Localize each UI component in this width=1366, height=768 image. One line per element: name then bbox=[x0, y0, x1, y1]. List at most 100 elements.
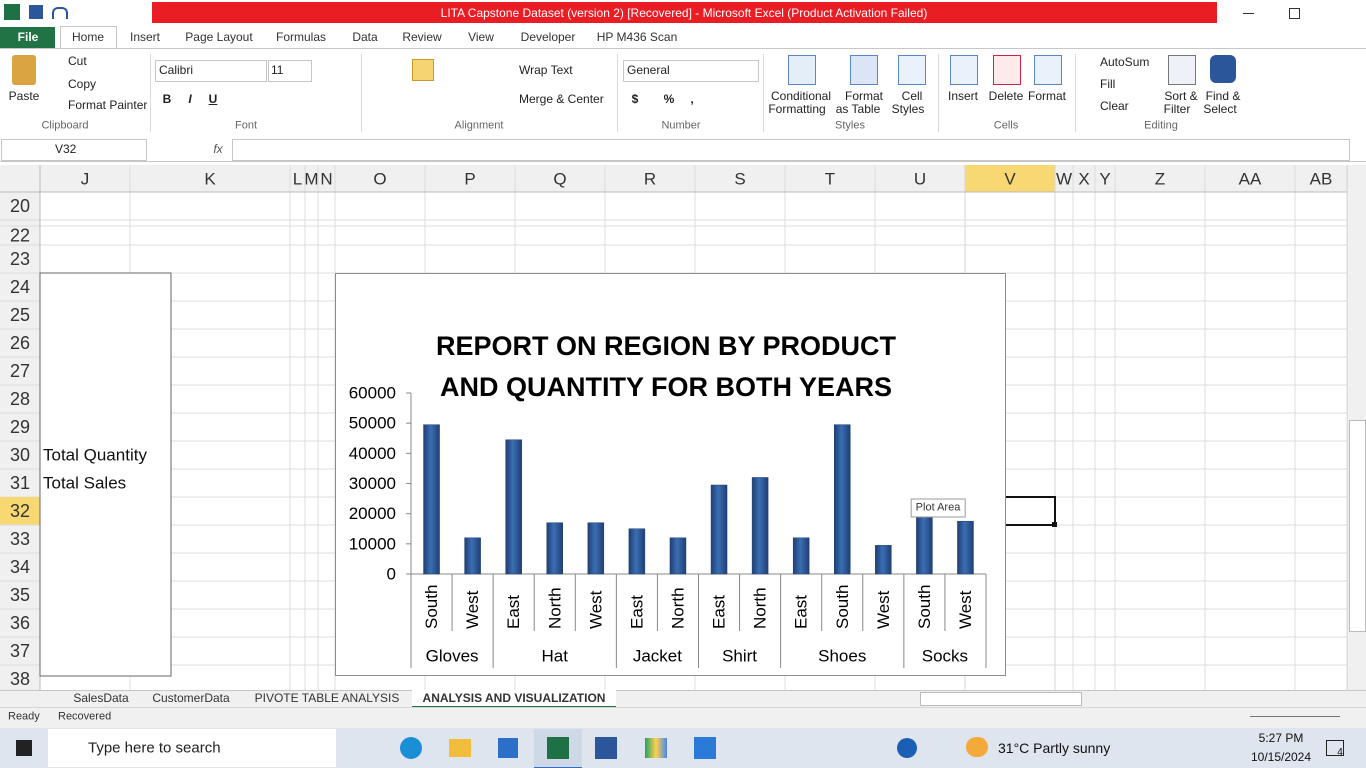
menu-tab[interactable]: Review bbox=[402, 30, 442, 44]
ribbon-button[interactable]: Insert bbox=[947, 89, 979, 103]
ribbon-button[interactable]: Merge & Center bbox=[519, 92, 604, 106]
table-icon[interactable] bbox=[850, 55, 878, 85]
ribbon-button[interactable]: Delete bbox=[988, 89, 1024, 103]
ribbon-button[interactable]: Select bbox=[1203, 102, 1237, 116]
menu-tab[interactable]: File bbox=[17, 30, 39, 44]
horizontal-scrollbar[interactable] bbox=[920, 692, 1082, 706]
search-placeholder[interactable]: Type here to search bbox=[88, 739, 221, 757]
column-header: X bbox=[1078, 170, 1089, 189]
ribbon-button[interactable]: Clear bbox=[1100, 99, 1129, 113]
restore-button[interactable] bbox=[1289, 8, 1300, 19]
notification-icon[interactable] bbox=[1326, 740, 1344, 756]
menu-tab[interactable]: Insert bbox=[129, 30, 161, 44]
column-header: Y bbox=[1099, 170, 1110, 189]
sheet-tab[interactable]: SalesData bbox=[73, 691, 129, 705]
status-bar bbox=[0, 707, 1366, 729]
explorer-icon[interactable] bbox=[449, 739, 471, 757]
menu-tab[interactable]: View bbox=[468, 30, 494, 44]
row-header: 28 bbox=[10, 389, 30, 409]
font-name-box[interactable] bbox=[155, 60, 267, 82]
ribbon-button[interactable]: I bbox=[188, 92, 192, 106]
photos-icon[interactable] bbox=[694, 737, 716, 759]
ribbon-button[interactable]: Conditional bbox=[770, 89, 832, 103]
scroll-thumb[interactable] bbox=[1349, 420, 1366, 632]
ribbon-button[interactable]: , bbox=[690, 92, 694, 106]
ribbon-button[interactable]: Wrap Text bbox=[519, 63, 573, 77]
ribbon-button[interactable]: Cell bbox=[901, 89, 923, 103]
store-icon[interactable] bbox=[498, 738, 518, 758]
undo-icon[interactable] bbox=[52, 7, 68, 19]
sort-icon[interactable] bbox=[1168, 55, 1196, 85]
ribbon-button[interactable]: Copy bbox=[68, 77, 97, 91]
ribbon-button[interactable]: B bbox=[162, 92, 172, 106]
ribbon-button[interactable]: $ bbox=[631, 92, 639, 106]
group-label: Cells bbox=[993, 119, 1019, 132]
zoom-slider[interactable] bbox=[1250, 716, 1340, 717]
menu-tab[interactable]: HP M436 Scan bbox=[596, 30, 678, 44]
excel-app-icon[interactable] bbox=[547, 737, 569, 759]
sheet-tab[interactable]: CustomerData bbox=[152, 691, 230, 705]
font-size-box[interactable] bbox=[268, 60, 312, 82]
ribbon-button[interactable]: Styles bbox=[891, 102, 925, 116]
paste-icon[interactable] bbox=[12, 55, 36, 85]
word-icon[interactable] bbox=[595, 737, 617, 759]
ribbon-button[interactable]: General bbox=[627, 63, 670, 77]
number-format-box[interactable] bbox=[623, 60, 759, 82]
row-header: 29 bbox=[10, 417, 30, 437]
home-tab-bg[interactable] bbox=[60, 26, 117, 50]
ribbon-button[interactable]: Calibri bbox=[159, 63, 194, 77]
ribbon-button[interactable]: Fill bbox=[1100, 77, 1116, 91]
weather[interactable]: 31°C Partly sunny bbox=[998, 740, 1111, 756]
ribbon-button[interactable]: Formatting bbox=[768, 102, 826, 116]
menu-tab[interactable]: Page Layout bbox=[185, 30, 253, 44]
ribbon-button[interactable]: U bbox=[208, 92, 218, 106]
bar bbox=[669, 537, 687, 575]
menu-tab[interactable]: Data bbox=[352, 30, 378, 44]
drive-icon[interactable] bbox=[645, 738, 667, 758]
name-box-text[interactable]: V32 bbox=[55, 142, 77, 156]
file-tab-bg[interactable] bbox=[0, 27, 55, 48]
x-tick-label: North bbox=[668, 587, 687, 629]
bar bbox=[423, 424, 440, 575]
wrap-align-icon[interactable] bbox=[412, 59, 434, 81]
minimize-button[interactable] bbox=[1243, 13, 1254, 14]
help-icon[interactable] bbox=[897, 738, 917, 758]
ribbon-button[interactable]: 11 bbox=[271, 63, 284, 77]
chart[interactable]: REPORT ON REGION BY PRODUCT AND QUANTITY… bbox=[335, 273, 1006, 676]
start-button[interactable] bbox=[16, 740, 32, 756]
delete-icon[interactable] bbox=[993, 55, 1021, 85]
x-tick-label: East bbox=[627, 595, 646, 629]
sheet-tab[interactable]: ANALYSIS AND VISUALIZATION bbox=[422, 691, 606, 705]
ribbon-button[interactable]: Format Painter bbox=[68, 98, 148, 112]
row-header: 30 bbox=[10, 445, 30, 465]
ribbon-button[interactable]: Format bbox=[844, 89, 884, 103]
excel-icon bbox=[4, 4, 20, 20]
sheet-tab[interactable]: PIVOTE TABLE ANALYSIS bbox=[254, 691, 400, 705]
ribbon-button[interactable]: Paste bbox=[8, 89, 40, 103]
x-tick-label: North bbox=[545, 587, 564, 629]
conditional-icon[interactable] bbox=[788, 55, 816, 85]
edge-icon[interactable] bbox=[400, 737, 422, 759]
menu-tab[interactable]: Formulas bbox=[275, 30, 327, 44]
ribbon-button[interactable]: AutoSum bbox=[1100, 55, 1150, 69]
fx-button[interactable]: fx bbox=[213, 142, 223, 156]
ribbon-button[interactable]: Sort & bbox=[1164, 89, 1198, 103]
ribbon-button[interactable]: as Table bbox=[835, 102, 881, 116]
ribbon-button[interactable]: Filter bbox=[1163, 102, 1191, 116]
ribbon-button[interactable]: Format bbox=[1027, 89, 1067, 103]
styles-icon[interactable] bbox=[898, 55, 926, 85]
ribbon-button[interactable]: % bbox=[663, 92, 675, 106]
name-box[interactable] bbox=[1, 139, 147, 161]
row-header: 38 bbox=[10, 669, 30, 689]
menu-tab[interactable]: Developer bbox=[520, 30, 576, 44]
find-icon[interactable] bbox=[1210, 55, 1236, 83]
search-box[interactable] bbox=[48, 729, 336, 767]
insert-icon[interactable] bbox=[950, 55, 978, 85]
format-icon[interactable] bbox=[1034, 55, 1062, 85]
formula-input[interactable] bbox=[232, 139, 1350, 161]
bar bbox=[751, 477, 769, 575]
ribbon-button[interactable]: Find & bbox=[1205, 89, 1241, 103]
menu-tab[interactable]: Home bbox=[71, 30, 105, 44]
ribbon-button[interactable]: Cut bbox=[68, 54, 87, 68]
weather-icon[interactable] bbox=[966, 737, 988, 757]
